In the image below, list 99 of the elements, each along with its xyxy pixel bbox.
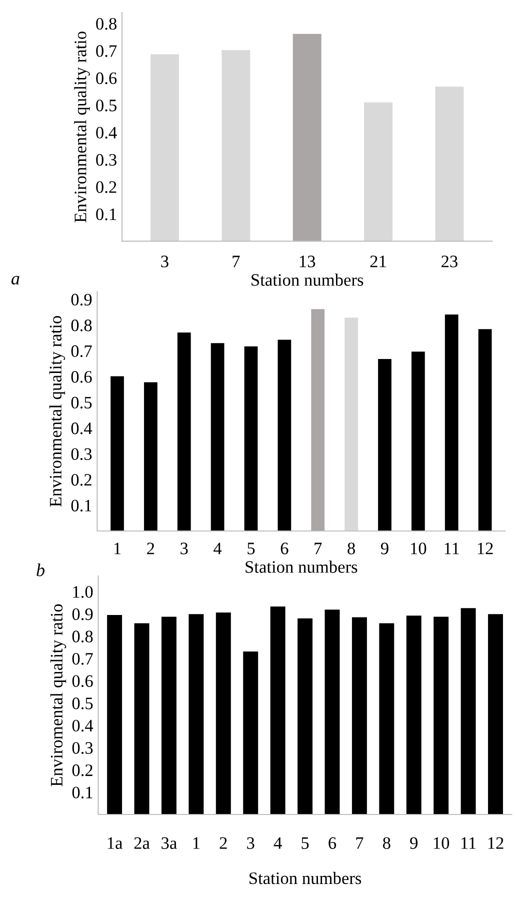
y-axis-title: Environmental quality ratio	[74, 32, 90, 222]
bar	[222, 50, 250, 242]
x-axis-title: Station numbers	[246, 560, 358, 573]
bar	[177, 332, 191, 531]
x-tick-label: 23	[442, 256, 458, 268]
bar	[188, 614, 204, 814]
y-tick-label: 0.3	[71, 448, 92, 460]
y-tick-label: 0.7	[72, 652, 93, 665]
bar	[344, 318, 358, 531]
x-tick-label: 2a	[134, 837, 150, 849]
x-tick-label: 4	[274, 837, 282, 849]
x-tick-label: 7	[314, 542, 322, 554]
y-tick-label: 0.2	[72, 764, 92, 776]
y-axis-title: Environmental quality ratio	[49, 316, 66, 507]
x-tick-label: 5	[248, 542, 255, 554]
bar	[144, 382, 158, 531]
y-tick-label: 0.7	[96, 45, 117, 57]
x-tick-label: 1	[114, 542, 121, 554]
bar	[406, 616, 422, 814]
x-tick-label: 9	[380, 542, 388, 554]
y-tick-label: 1.0	[73, 586, 93, 598]
bar	[278, 340, 292, 531]
y-tick-label: 0.5	[96, 100, 116, 112]
y-axis-title: Enviromental quality ratio	[50, 604, 66, 786]
x-tick-label: 3	[247, 837, 254, 849]
bar	[411, 352, 425, 531]
x-tick-label: 2	[220, 837, 227, 849]
bar	[298, 618, 313, 814]
y-tick-label: 0.8	[71, 320, 92, 332]
bar	[378, 359, 392, 531]
x-tick-label: 21	[370, 256, 386, 268]
bar	[352, 617, 367, 814]
bar	[478, 329, 492, 531]
x-tick-label: 3	[180, 542, 188, 554]
bar	[460, 608, 476, 814]
x-tick-label: 10	[434, 837, 450, 849]
y-tick-label: 0.9	[71, 294, 92, 306]
bar	[364, 102, 393, 242]
x-tick-label: 10	[411, 542, 426, 554]
y-tick-label: 0.1	[96, 208, 116, 220]
x-tick-label: 1	[193, 837, 200, 849]
bar	[324, 610, 340, 814]
x-tick-label: 3a	[162, 837, 177, 849]
y-tick-label: 0.9	[72, 608, 93, 620]
x-tick-label: 9	[410, 837, 418, 849]
y-tick-label: 0.8	[96, 18, 116, 30]
y-tick-label: 0.5	[72, 698, 93, 710]
bar	[150, 54, 179, 242]
x-tick-label: 8	[382, 837, 390, 849]
y-tick-label: 0.1	[72, 786, 92, 798]
y-tick-label: 0.6	[72, 675, 93, 688]
y-tick-label: 0.2	[96, 181, 116, 194]
y-tick-label: 0.3	[96, 154, 116, 166]
y-tick-label: 0.4	[71, 422, 92, 434]
y-tick-label: 0.1	[71, 500, 92, 512]
x-tick-label: 12	[488, 837, 504, 849]
x-tick-label: 11	[461, 837, 476, 849]
x-tick-label: 2	[147, 542, 154, 554]
text: a	[12, 276, 20, 285]
x-axis-title: Station numbers	[252, 274, 364, 286]
x-tick-label: 6	[280, 542, 288, 554]
text: b	[36, 564, 44, 576]
y-tick-label: 0.8	[72, 630, 93, 642]
bar	[444, 314, 458, 531]
bar	[270, 606, 286, 814]
bar	[107, 615, 122, 814]
x-tick-label: 7	[356, 837, 364, 849]
x-tick-label: 13	[300, 256, 316, 268]
x-tick-label: 11	[444, 542, 459, 554]
bar	[216, 612, 231, 814]
x-tick-label: 1a	[108, 837, 123, 849]
y-tick-label: 0.7	[71, 345, 92, 358]
x-tick-label: 5	[302, 837, 309, 849]
x-tick-label: 7	[232, 256, 240, 268]
bar	[243, 652, 258, 814]
bar	[311, 309, 325, 531]
x-tick-label: 12	[478, 542, 493, 554]
bar	[134, 623, 150, 814]
y-tick-label: 0.3	[72, 742, 93, 754]
y-tick-label: 0.2	[71, 474, 92, 486]
x-tick-label: 3	[161, 256, 168, 268]
y-tick-label: 0.6	[71, 371, 92, 383]
bar	[292, 34, 322, 242]
x-tick-label: 4	[214, 542, 222, 554]
bar	[379, 623, 394, 814]
y-tick-label: 0.5	[71, 396, 92, 409]
bar	[161, 616, 176, 814]
bar	[244, 346, 258, 531]
bar	[435, 86, 464, 242]
y-tick-label: 0.4	[72, 720, 94, 732]
x-axis-title: Station numbers	[250, 872, 362, 884]
x-tick-label: 6	[328, 837, 336, 849]
bar	[110, 376, 124, 531]
bar	[434, 616, 449, 814]
y-tick-label: 0.4	[96, 126, 117, 139]
bar	[488, 614, 503, 814]
bar	[210, 343, 224, 531]
y-tick-label: 0.6	[96, 72, 117, 84]
x-tick-label: 8	[348, 542, 355, 554]
